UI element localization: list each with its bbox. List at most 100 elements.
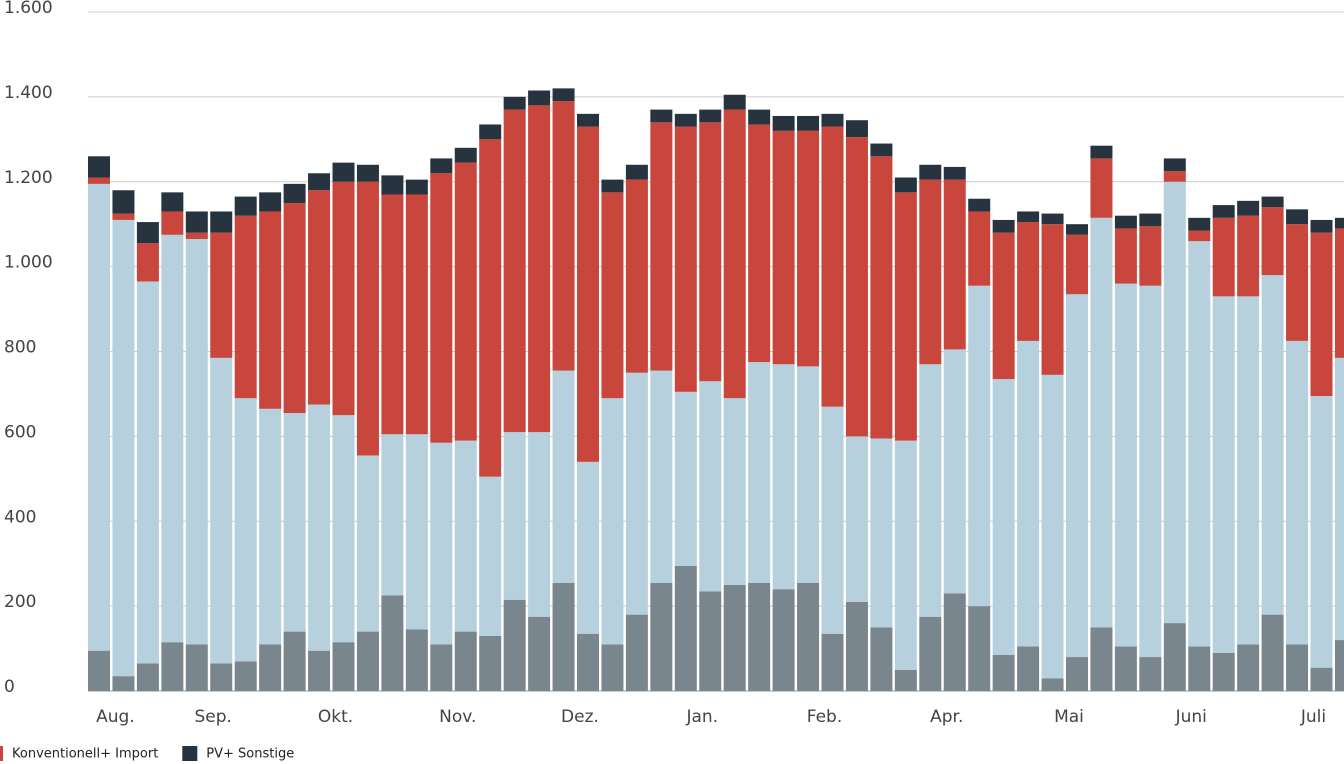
bar-segment xyxy=(1163,623,1186,691)
bar-segment xyxy=(992,654,1015,691)
bar-segment xyxy=(894,192,917,441)
bar-segment xyxy=(185,232,208,240)
bar-segment xyxy=(1286,340,1309,645)
bar-segment xyxy=(308,650,331,691)
bar-segment xyxy=(503,599,526,691)
bar-segment xyxy=(772,364,795,590)
bar-segment xyxy=(88,177,110,184)
bar-segment xyxy=(894,440,917,670)
bar-segment xyxy=(528,90,551,106)
bar-segment xyxy=(1334,217,1344,229)
x-tick-label: Juni xyxy=(1175,707,1207,727)
bar-segment xyxy=(1237,215,1260,297)
bar-segment xyxy=(381,194,404,435)
bar-segment xyxy=(234,661,257,691)
bar-segment xyxy=(332,162,355,182)
y-tick-label: 0 xyxy=(4,677,15,697)
bar-segment xyxy=(381,434,404,596)
bar-segment xyxy=(161,234,184,643)
bar-segment xyxy=(845,436,868,602)
bar-segment xyxy=(454,147,477,163)
bar-segment xyxy=(332,415,355,643)
legend-label: Konventionell+ Import xyxy=(12,747,158,762)
bar-segment xyxy=(308,190,331,405)
bar-segment xyxy=(112,213,135,220)
bar-segment xyxy=(992,379,1015,655)
bar-segment xyxy=(650,109,673,123)
bar-segment xyxy=(552,370,575,583)
bar-segment xyxy=(1310,396,1333,668)
bar-segment xyxy=(1212,217,1235,297)
bar-segment xyxy=(870,627,893,691)
bar-segment xyxy=(88,183,110,651)
bar-segment xyxy=(1237,296,1260,645)
bar-segment xyxy=(88,650,110,691)
bar-segment xyxy=(943,349,966,594)
bar-segment xyxy=(1310,219,1333,233)
bar-segment xyxy=(625,372,648,615)
x-tick-label: Sep. xyxy=(195,707,232,727)
bar-segment xyxy=(1212,205,1235,218)
bar-segment xyxy=(332,642,355,691)
bar-segment xyxy=(674,126,697,392)
bar-segment xyxy=(308,404,331,651)
x-tick-label: Nov. xyxy=(439,707,476,727)
bar-segment xyxy=(919,164,942,180)
bar-segment xyxy=(503,432,526,600)
bar-segment xyxy=(552,582,575,691)
bar-segment xyxy=(112,676,135,691)
bar-segment xyxy=(1041,213,1064,225)
bar-segment xyxy=(797,366,820,583)
bar-segment xyxy=(161,192,184,212)
bar-segment xyxy=(797,582,820,691)
bar-segment xyxy=(1090,158,1113,218)
bar-segment xyxy=(1066,224,1088,235)
bar-segment xyxy=(601,644,624,691)
bar-segment xyxy=(552,88,575,102)
bar-segment xyxy=(968,606,991,691)
bar-segment xyxy=(503,96,526,110)
bar-segment xyxy=(1114,646,1137,691)
bar-segment xyxy=(1017,222,1040,341)
bar-segment xyxy=(577,126,599,462)
bar-segment xyxy=(723,94,746,110)
bar-segment xyxy=(845,120,868,138)
bar-segment xyxy=(772,115,795,131)
bar-segment xyxy=(577,113,599,127)
bar-segment xyxy=(699,109,722,123)
y-tick-label: 1.000 xyxy=(4,253,53,273)
x-tick-label: Dez. xyxy=(561,707,599,727)
bar-segment xyxy=(1188,241,1211,647)
bar-segment xyxy=(1212,652,1235,691)
bar-segment xyxy=(1286,644,1309,691)
bar-segment xyxy=(479,476,502,636)
bar-segment xyxy=(430,158,453,174)
bar-segment xyxy=(821,113,844,127)
x-tick-label: Juli xyxy=(1300,707,1326,727)
bar-segment xyxy=(943,179,966,350)
bar-segment xyxy=(1261,196,1284,208)
bar-segment xyxy=(1261,614,1284,691)
bar-segment xyxy=(601,179,624,193)
bar-segment xyxy=(528,432,551,617)
x-tick-label: Apr. xyxy=(930,707,963,727)
bar-segment xyxy=(210,232,233,358)
bar-segment xyxy=(430,644,453,691)
bar-segment xyxy=(356,181,379,456)
bar-segment xyxy=(1066,234,1088,295)
bar-segment xyxy=(699,381,722,592)
bar-segment xyxy=(894,177,917,193)
bar-segment xyxy=(259,408,282,645)
bar-segment xyxy=(1237,200,1260,216)
bar-segment xyxy=(625,164,648,180)
bar-segment xyxy=(356,631,379,691)
bar-segment xyxy=(405,179,428,195)
bar-segment xyxy=(1041,374,1064,679)
bar-segment xyxy=(136,222,159,244)
bar-segment xyxy=(968,285,991,607)
bar-segment xyxy=(88,156,110,178)
x-tick-label: Okt. xyxy=(318,707,353,727)
bar-segment xyxy=(674,391,697,566)
bar-segment xyxy=(723,398,746,585)
